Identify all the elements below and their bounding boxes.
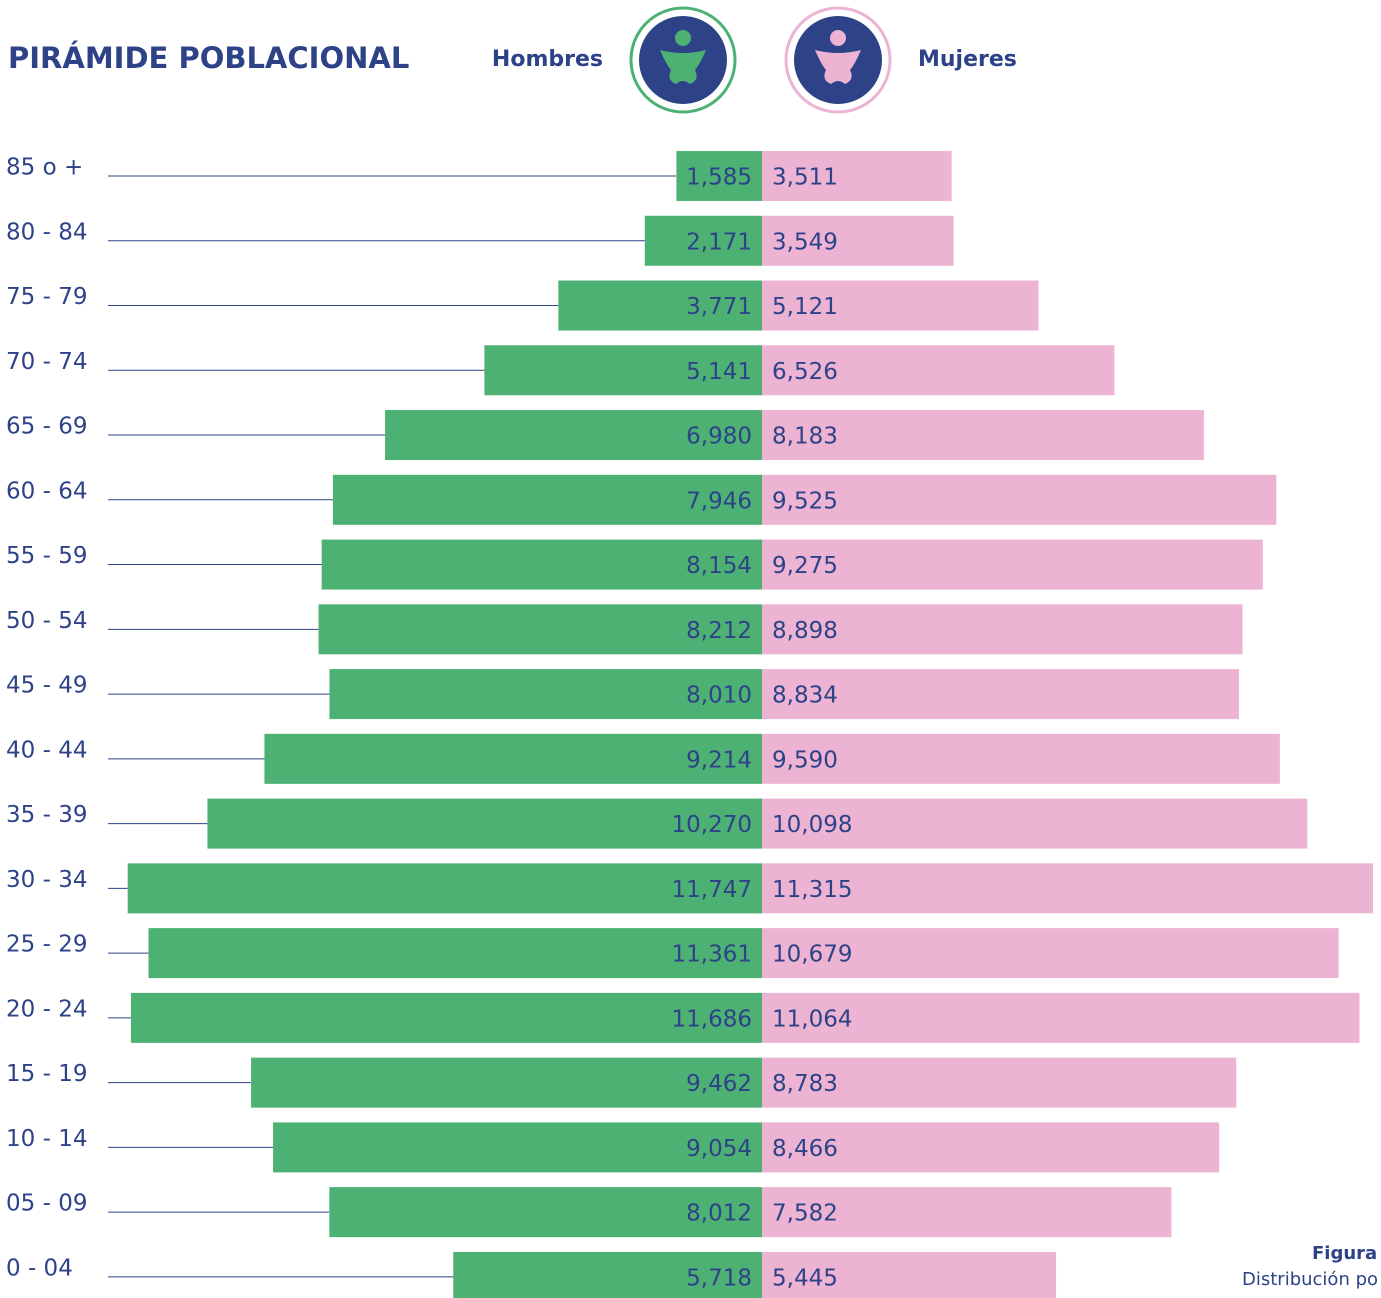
value-label: 9,590 [772, 747, 838, 773]
value-label: 10,679 [772, 942, 852, 968]
bar [318, 604, 762, 655]
bar [762, 410, 1204, 461]
category-label: 40 - 44 [6, 737, 87, 763]
bar [762, 604, 1243, 655]
bar [762, 474, 1277, 525]
category-label: 20 - 24 [6, 996, 87, 1022]
bar [762, 1251, 1057, 1298]
legend-icon-women [784, 6, 892, 114]
category-label: 60 - 64 [6, 478, 87, 504]
value-label: 6,526 [772, 359, 838, 385]
bar [148, 928, 763, 979]
bar [484, 345, 762, 396]
bar [332, 474, 762, 525]
bar [762, 280, 1039, 331]
value-label: 11,747 [672, 877, 752, 903]
bar [762, 1057, 1237, 1108]
bar [762, 215, 954, 266]
value-label: 1,585 [686, 165, 752, 191]
bar [676, 151, 762, 201]
category-label: 35 - 39 [6, 802, 87, 828]
bar [762, 798, 1308, 849]
bar [762, 151, 952, 201]
bar [762, 733, 1280, 784]
value-label: 11,064 [772, 1006, 852, 1032]
bar [321, 539, 762, 590]
value-label: 5,718 [686, 1265, 752, 1291]
value-label: 8,898 [772, 618, 838, 644]
bar [264, 733, 762, 784]
value-label: 11,686 [672, 1006, 752, 1032]
value-label: 9,525 [772, 488, 838, 514]
value-label: 6,980 [686, 424, 752, 450]
bar [130, 992, 762, 1043]
bar [644, 215, 762, 266]
bar [251, 1057, 762, 1108]
figure-caption: Distribución po [1242, 1269, 1378, 1290]
value-label: 3,549 [772, 229, 838, 255]
value-label: 5,141 [686, 359, 752, 385]
value-label: 8,783 [772, 1071, 838, 1097]
value-label: 7,582 [772, 1201, 838, 1227]
value-label: 9,275 [772, 553, 838, 579]
bar [762, 345, 1115, 396]
category-label: 65 - 69 [6, 414, 87, 440]
category-label: 30 - 34 [6, 867, 87, 893]
bar [329, 669, 762, 720]
bar [127, 863, 763, 914]
value-label: 10,098 [772, 812, 852, 838]
bar [762, 669, 1240, 720]
category-label: 85 o + [6, 155, 83, 181]
legend-label: Hombres [492, 47, 603, 72]
bar [762, 928, 1339, 979]
value-label: 8,012 [686, 1201, 752, 1227]
category-label: 55 - 59 [6, 543, 87, 569]
bar [385, 410, 762, 461]
category-label: 10 - 14 [6, 1126, 87, 1152]
category-label: 0 - 04 [6, 1255, 73, 1281]
value-label: 5,121 [772, 294, 838, 320]
category-label: 75 - 79 [6, 284, 87, 310]
legend-label: Mujeres [918, 47, 1017, 72]
value-label: 9,214 [686, 747, 752, 773]
legend-icon-men [629, 6, 737, 114]
category-label: 25 - 29 [6, 932, 87, 958]
bar [762, 539, 1263, 590]
bar [762, 1122, 1220, 1173]
category-label: 15 - 19 [6, 1061, 87, 1087]
value-label: 5,445 [772, 1265, 838, 1291]
value-label: 8,212 [686, 618, 752, 644]
value-label: 2,171 [686, 229, 752, 255]
bar [762, 992, 1360, 1043]
value-label: 11,361 [672, 942, 752, 968]
bar [329, 1187, 762, 1238]
value-label: 8,466 [772, 1136, 838, 1162]
value-label: 8,834 [772, 683, 838, 709]
category-label: 05 - 09 [6, 1191, 87, 1217]
value-label: 8,010 [686, 683, 752, 709]
value-label: 10,270 [672, 812, 752, 838]
bar [762, 1187, 1172, 1238]
value-label: 9,462 [686, 1071, 752, 1097]
bar [207, 798, 763, 849]
figure-label: Figura 4 [1312, 1243, 1381, 1264]
bar [762, 863, 1374, 914]
bar [273, 1122, 762, 1173]
bar [453, 1251, 762, 1298]
value-label: 3,511 [772, 165, 838, 191]
category-label: 80 - 84 [6, 219, 87, 245]
value-label: 9,054 [686, 1136, 752, 1162]
value-label: 11,315 [772, 877, 852, 903]
value-label: 8,183 [772, 424, 838, 450]
value-label: 3,771 [686, 294, 752, 320]
value-label: 7,946 [686, 488, 752, 514]
category-label: 70 - 74 [6, 349, 87, 375]
category-label: 50 - 54 [6, 608, 87, 634]
value-label: 8,154 [686, 553, 752, 579]
category-label: 45 - 49 [6, 673, 87, 699]
chart-title: PIRÁMIDE POBLACIONAL [8, 41, 409, 75]
bar [558, 280, 762, 331]
